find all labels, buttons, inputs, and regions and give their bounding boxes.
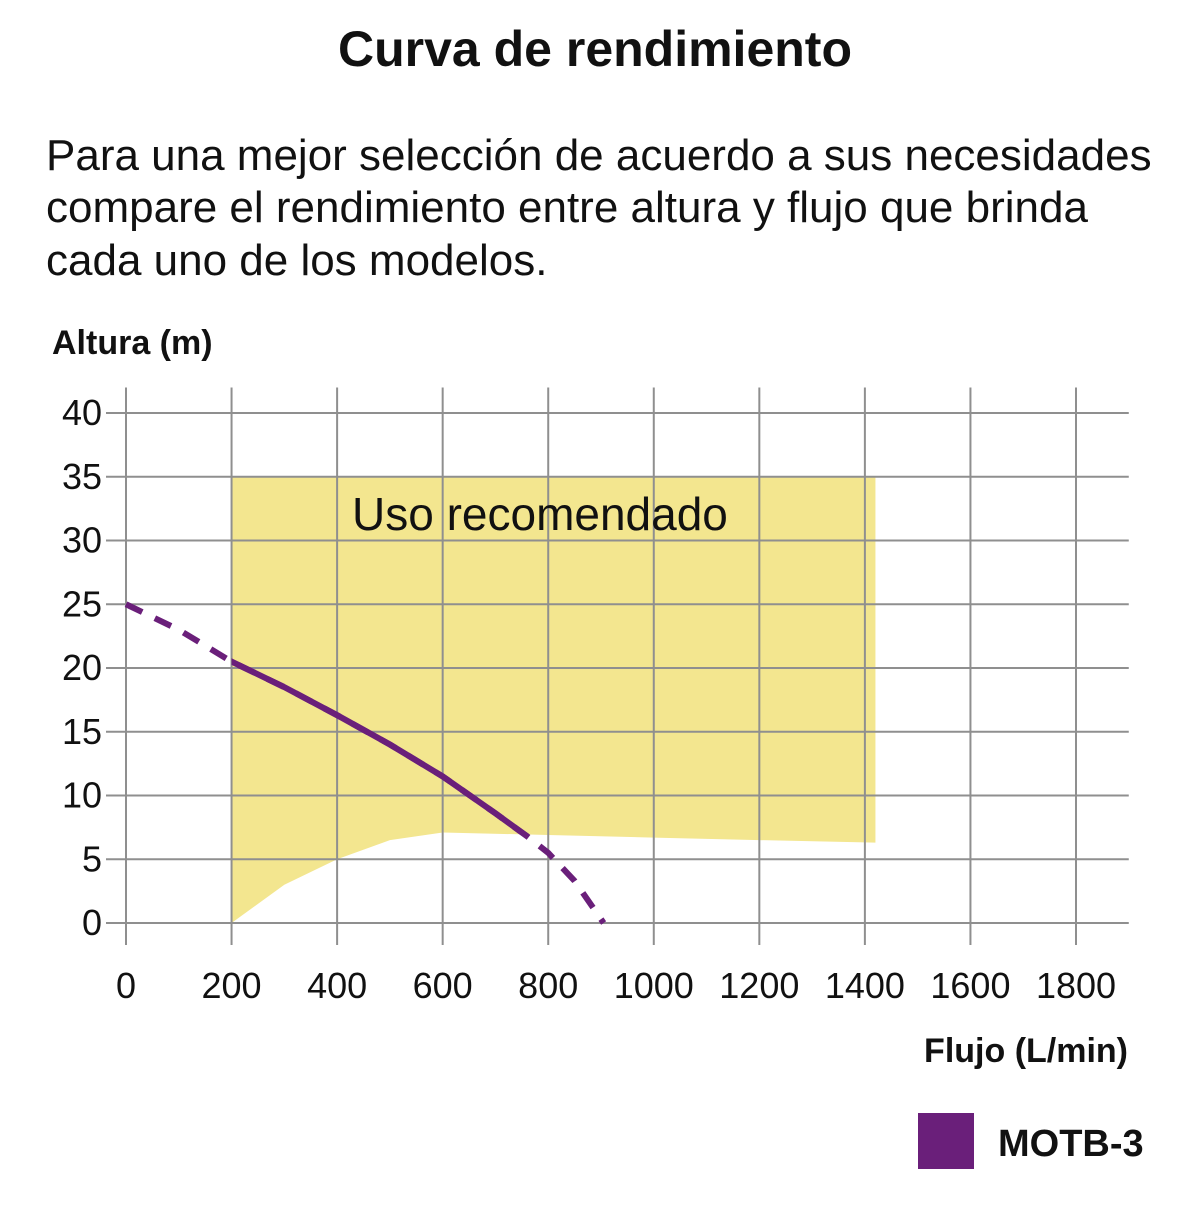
subtitle: Para una mejor selección de acuerdo a su…: [46, 131, 1152, 180]
x-tick-label: 1000: [614, 965, 694, 1006]
x-tick-label: 800: [518, 965, 578, 1006]
x-tick-label: 1400: [825, 965, 905, 1006]
x-tick-label: 200: [202, 965, 262, 1006]
x-tick-label: 1200: [719, 965, 799, 1006]
subtitle: cada uno de los modelos.: [46, 236, 547, 285]
y-tick-label: 10: [62, 775, 102, 816]
y-tick-label: 0: [82, 902, 102, 943]
x-tick-label: 1600: [930, 965, 1010, 1006]
chart-title: Curva de rendimiento: [338, 21, 852, 77]
legend-swatch: [918, 1113, 974, 1169]
x-axis-label: Flujo (L/min): [924, 1032, 1128, 1070]
x-tick-label: 0: [116, 965, 136, 1006]
area-label: Uso recomendado: [352, 488, 728, 540]
y-tick-label: 5: [82, 838, 102, 879]
y-tick-label: 25: [62, 583, 102, 624]
recommended-area: [231, 476, 876, 923]
y-tick-label: 35: [62, 456, 102, 497]
y-tick-label: 20: [62, 647, 102, 688]
legend-label: MOTB-3: [998, 1123, 1144, 1165]
y-tick-label: 40: [62, 392, 102, 433]
subtitle: compare el rendimiento entre altura y fl…: [46, 183, 1088, 232]
y-tick-label: 30: [62, 520, 102, 561]
x-tick-label: 400: [307, 965, 367, 1006]
x-tick-label: 1800: [1036, 965, 1116, 1006]
y-axis-label: Altura (m): [52, 324, 213, 362]
y-tick-label: 15: [62, 711, 102, 752]
x-tick-label: 600: [413, 965, 473, 1006]
